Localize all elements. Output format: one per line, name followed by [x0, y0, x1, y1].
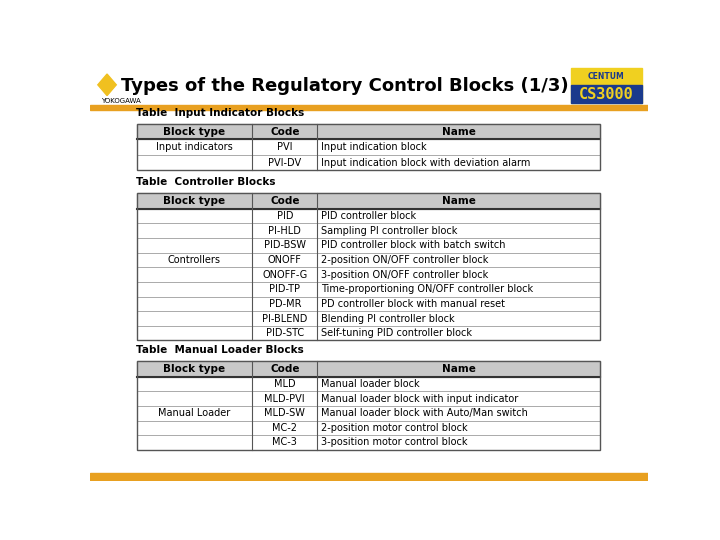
Bar	[137, 209, 600, 224]
Text: Manual loader block with Auto/Man switch: Manual loader block with Auto/Man switch	[321, 408, 528, 418]
Text: CS3000: CS3000	[579, 86, 634, 102]
Text: PI-BLEND: PI-BLEND	[262, 314, 307, 323]
Text: Name: Name	[441, 364, 475, 374]
Text: YOKOGAWA: YOKOGAWA	[101, 98, 140, 104]
Bar	[137, 361, 600, 377]
Text: MLD: MLD	[274, 379, 296, 389]
Text: PID-TP: PID-TP	[269, 284, 300, 294]
Text: MLD-PVI: MLD-PVI	[264, 394, 305, 403]
Text: Table  Input Indicator Blocks: Table Input Indicator Blocks	[137, 108, 305, 118]
Bar	[90, 105, 648, 110]
Text: Block type: Block type	[163, 196, 225, 206]
Text: Types of the Regulatory Control Blocks (1/3): Types of the Regulatory Control Blocks (…	[121, 77, 569, 94]
Text: Code: Code	[270, 364, 300, 374]
Text: Manual loader block with input indicator: Manual loader block with input indicator	[321, 394, 518, 403]
Bar	[137, 377, 600, 392]
Text: 3-position motor control block: 3-position motor control block	[321, 437, 467, 448]
Text: Sampling PI controller block: Sampling PI controller block	[321, 226, 457, 236]
Text: PID controller block: PID controller block	[321, 211, 416, 221]
Text: Block type: Block type	[163, 364, 225, 374]
Text: PD controller block with manual reset: PD controller block with manual reset	[321, 299, 505, 309]
Text: MC-2: MC-2	[272, 423, 297, 433]
Bar	[137, 193, 600, 209]
Text: Input indicators: Input indicators	[156, 142, 233, 152]
Text: PD-MR: PD-MR	[269, 299, 301, 309]
Bar	[137, 282, 600, 296]
Text: PID-BSW: PID-BSW	[264, 240, 306, 251]
Text: 2-position ON/OFF controller block: 2-position ON/OFF controller block	[321, 255, 488, 265]
Text: Blending PI controller block: Blending PI controller block	[321, 314, 455, 323]
Text: Code: Code	[270, 196, 300, 206]
Bar	[137, 224, 600, 238]
Text: Controllers: Controllers	[168, 255, 221, 265]
Text: CENTUM: CENTUM	[588, 72, 624, 81]
Text: Table  Controller Blocks: Table Controller Blocks	[137, 177, 276, 187]
Bar	[570, 85, 642, 103]
Text: Table  Manual Loader Blocks: Table Manual Loader Blocks	[137, 345, 305, 355]
Text: Input indication block: Input indication block	[321, 142, 427, 152]
Text: PID controller block with batch switch: PID controller block with batch switch	[321, 240, 505, 251]
Bar	[137, 139, 600, 155]
Text: 3-position ON/OFF controller block: 3-position ON/OFF controller block	[321, 269, 488, 280]
Bar	[137, 392, 600, 406]
Bar	[137, 435, 600, 450]
Bar	[570, 68, 642, 103]
Text: Manual Loader: Manual Loader	[158, 408, 230, 418]
Bar	[137, 421, 600, 435]
Text: Name: Name	[441, 127, 475, 137]
Bar	[137, 326, 600, 340]
Bar	[137, 155, 600, 170]
Bar	[90, 473, 648, 481]
Bar	[137, 267, 600, 282]
Text: MC-3: MC-3	[272, 437, 297, 448]
Text: Code: Code	[270, 127, 300, 137]
Text: PID: PID	[276, 211, 293, 221]
Polygon shape	[98, 74, 116, 96]
Bar	[137, 238, 600, 253]
Bar	[137, 253, 600, 267]
Bar	[137, 406, 600, 421]
Text: PVI: PVI	[277, 142, 292, 152]
Text: ONOFF: ONOFF	[268, 255, 302, 265]
Text: 2-position motor control block: 2-position motor control block	[321, 423, 468, 433]
Bar	[137, 296, 600, 311]
Bar	[137, 311, 600, 326]
Text: Block type: Block type	[163, 127, 225, 137]
Text: Time-proportioning ON/OFF controller block: Time-proportioning ON/OFF controller blo…	[321, 284, 534, 294]
Text: Input indication block with deviation alarm: Input indication block with deviation al…	[321, 158, 531, 167]
Text: PID-STC: PID-STC	[266, 328, 304, 338]
Text: Self-tuning PID controller block: Self-tuning PID controller block	[321, 328, 472, 338]
Text: Name: Name	[441, 196, 475, 206]
Text: MLD-SW: MLD-SW	[264, 408, 305, 418]
Bar	[137, 124, 600, 139]
Text: Manual loader block: Manual loader block	[321, 379, 420, 389]
Text: ONOFF-G: ONOFF-G	[262, 269, 307, 280]
Text: PVI-DV: PVI-DV	[269, 158, 302, 167]
Text: PI-HLD: PI-HLD	[269, 226, 301, 236]
